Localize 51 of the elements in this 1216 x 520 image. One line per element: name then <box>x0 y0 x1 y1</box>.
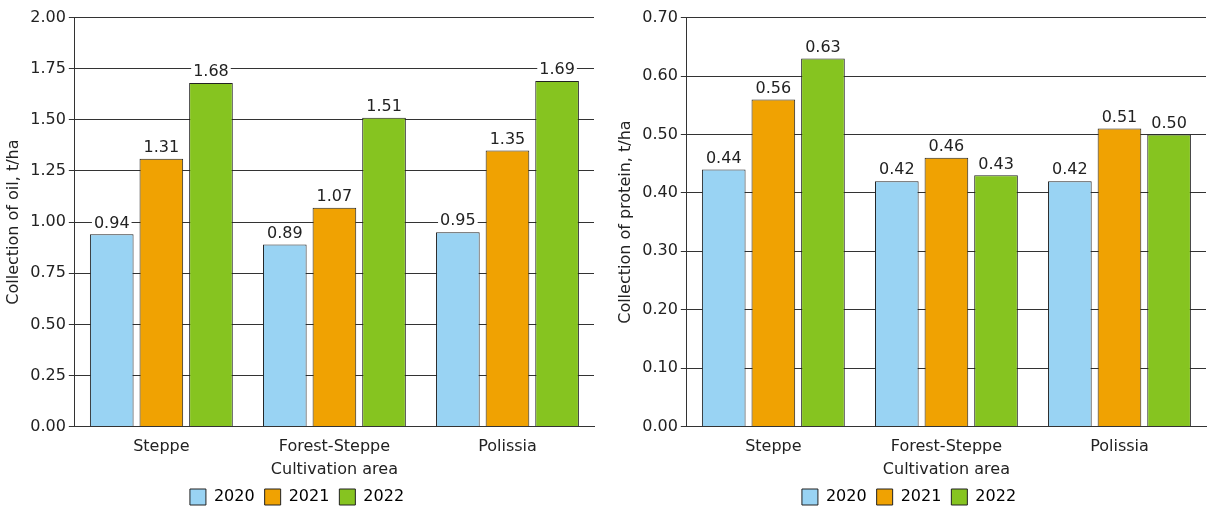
x-tick-label: Polissia <box>1090 436 1149 456</box>
x-tick-label: Steppe <box>745 436 802 456</box>
data-label: 0.95 <box>440 210 476 230</box>
data-label: 0.46 <box>928 135 965 155</box>
legend-label: 2020 <box>825 486 867 506</box>
y-tick-label: 1.50 <box>30 109 66 129</box>
data-label: 0.42 <box>878 159 915 179</box>
data-label: 0.43 <box>978 153 1014 173</box>
y-tick-label: 0.25 <box>30 364 66 384</box>
x-tick-label: Polissia <box>478 436 537 456</box>
data-label: 0.44 <box>705 147 742 167</box>
x-axis-title: Cultivation area <box>882 458 1010 478</box>
y-tick-label: 0.60 <box>642 65 678 85</box>
legend-label: 2021 <box>288 486 330 506</box>
y-tick-label: 0.30 <box>642 240 678 260</box>
y-tick-label: 0.70 <box>642 6 678 26</box>
y-tick-label: 1.25 <box>30 160 66 180</box>
y-tick-label: 0.00 <box>642 415 678 435</box>
x-axis-title: Cultivation area <box>270 458 398 478</box>
y-tick-label: 0.00 <box>30 415 66 435</box>
y-tick-label: 0.75 <box>30 262 66 282</box>
data-label: 1.35 <box>489 128 526 148</box>
legend-label: 2022 <box>363 486 405 506</box>
legend-label: 2021 <box>900 486 942 506</box>
data-label: 1.69 <box>539 59 575 79</box>
x-tick-label: Steppe <box>133 436 190 456</box>
y-tick-label: 1.75 <box>30 57 66 77</box>
y-tick-label: 0.40 <box>642 182 678 202</box>
y-axis-title: Collection of oil, t/ha <box>2 139 22 305</box>
y-tick-label: 0.20 <box>642 298 678 318</box>
x-tick-label: Forest-Steppe <box>890 436 1003 456</box>
data-label: 0.56 <box>755 77 792 97</box>
y-tick-label: 0.50 <box>30 313 66 333</box>
y-axis-title: Collection of protein, t/ha <box>614 120 634 324</box>
data-label: 1.51 <box>366 95 402 115</box>
y-tick-label: 0.10 <box>642 357 678 377</box>
data-label: 1.31 <box>143 136 180 156</box>
y-tick-label: 2.00 <box>30 6 66 26</box>
data-label: 1.68 <box>193 61 229 81</box>
data-label: 0.63 <box>805 36 841 56</box>
data-label: 0.94 <box>93 212 130 232</box>
data-label: 0.50 <box>1151 112 1187 132</box>
data-label: 0.51 <box>1101 106 1138 126</box>
y-tick-label: 1.00 <box>30 211 66 231</box>
legend-label: 2020 <box>213 486 255 506</box>
x-tick-label: Forest-Steppe <box>278 436 391 456</box>
data-label: 0.89 <box>266 222 303 242</box>
data-label: 0.42 <box>1052 159 1088 179</box>
data-label: 1.07 <box>316 185 353 205</box>
legend-label: 2022 <box>975 486 1017 506</box>
y-tick-label: 0.50 <box>642 123 678 143</box>
